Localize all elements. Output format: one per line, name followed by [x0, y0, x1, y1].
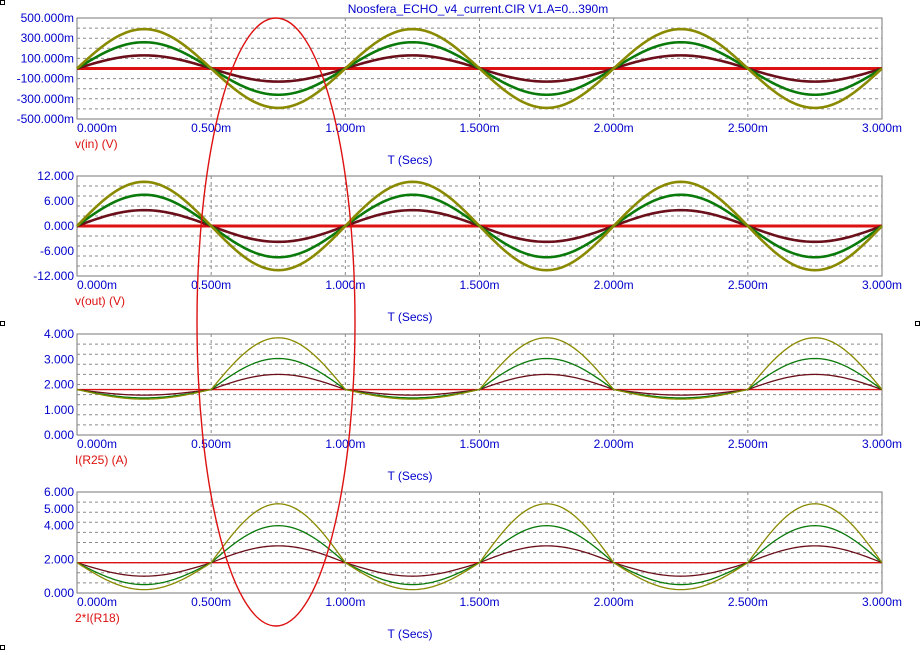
y-tick-label: 2.000	[44, 378, 74, 392]
x-tick-label: 2.500m	[728, 278, 768, 292]
series-line-4	[76, 27, 883, 110]
trace-label: v(out) (V)	[75, 294, 125, 308]
x-tick-label: 0.500m	[191, 595, 231, 609]
x-tick-label: 0.500m	[191, 437, 231, 451]
y-tick-label: 0.000	[44, 586, 74, 600]
resize-handle-right[interactable]	[915, 321, 920, 326]
y-tick-label: -300.000m	[17, 92, 74, 106]
x-tick-label: 1.000m	[325, 595, 365, 609]
x-tick-label: 1.000m	[325, 121, 365, 135]
x-tick-label: 2.500m	[728, 121, 768, 135]
y-tick-label: -500.000m	[17, 112, 74, 126]
x-tick-label: 1.000m	[325, 278, 365, 292]
y-tick-label: 300.000m	[21, 31, 74, 45]
x-tick-label: 1.500m	[459, 278, 499, 292]
x-tick-label: 2.000m	[594, 437, 634, 451]
x-tick-label: 2.500m	[728, 437, 768, 451]
y-tick-label: 1.000	[44, 403, 74, 417]
y-tick-label: 6.000	[44, 194, 74, 208]
y-tick-label: 0.000	[44, 428, 74, 442]
series-line-4	[76, 337, 883, 400]
resize-handle-bottom-left[interactable]	[0, 645, 5, 650]
plot-panel-4: 0.000m 0.500m 1.000m 1.500m 2.000m 2.500m 3.00…	[44, 485, 902, 641]
x-tick-label: 3.000m	[862, 278, 902, 292]
y-tick-label: 100.000m	[21, 51, 74, 65]
trace-label: I(R25) (A)	[75, 453, 128, 467]
y-tick-label: 500.000m	[21, 11, 74, 25]
x-tick-label: 0.000m	[77, 121, 117, 135]
chart-title: Noosfera_ECHO_v4_current.CIR V1.A=0...39…	[348, 2, 608, 16]
y-tick-label: -6.000	[40, 244, 74, 258]
y-tick-label: 4.000	[44, 327, 74, 341]
x-tick-label: 2.000m	[594, 278, 634, 292]
series-line-4	[76, 180, 883, 272]
y-tick-label: 2.000	[44, 552, 74, 566]
resize-handle-left[interactable]	[0, 321, 5, 326]
x-axis-label: T (Secs)	[387, 310, 432, 324]
x-tick-label: 1.500m	[459, 595, 499, 609]
series-line-4	[76, 503, 883, 591]
y-tick-label: -100.000m	[17, 72, 74, 86]
x-tick-label: 0.500m	[191, 278, 231, 292]
resize-handle-top-left[interactable]	[0, 0, 5, 5]
x-tick-label: 0.000m	[77, 437, 117, 451]
x-axis-label: T (Secs)	[387, 469, 432, 483]
x-tick-label: 0.500m	[191, 121, 231, 135]
highlight-ellipse	[196, 17, 356, 627]
x-tick-label: 0.000m	[77, 595, 117, 609]
trace-label: 2*I(R18)	[75, 611, 120, 625]
y-tick-label: 3.000	[44, 352, 74, 366]
x-tick-label: 1.000m	[325, 437, 365, 451]
trace-label: v(in) (V)	[75, 137, 118, 151]
x-tick-label: 2.000m	[594, 121, 634, 135]
y-tick-label: 0.000	[44, 219, 74, 233]
plot-panel-3: 0.000m 0.500m 1.000m 1.500m 2.000m 2.500m 3.00…	[44, 327, 902, 483]
x-tick-label: 2.500m	[728, 595, 768, 609]
y-tick-label: 4.000	[44, 519, 74, 533]
x-tick-label: 0.000m	[77, 278, 117, 292]
x-tick-label: 2.000m	[594, 595, 634, 609]
y-tick-label: 6.000	[44, 485, 74, 499]
y-tick-label: -12.000	[33, 269, 74, 283]
x-tick-label: 1.500m	[459, 437, 499, 451]
plot-panel-1: 0.000m 0.500m 1.000m 1.500m 2.000m 2.500m 3.00…	[17, 11, 902, 167]
y-tick-label: 12.000	[37, 169, 74, 183]
x-axis-label: T (Secs)	[387, 153, 432, 167]
x-tick-label: 3.000m	[862, 595, 902, 609]
x-tick-label: 3.000m	[862, 437, 902, 451]
plot-panel-2: 0.000m 0.500m 1.000m 1.500m 2.000m 2.500m 3.00…	[33, 169, 902, 324]
x-tick-label: 3.000m	[862, 121, 902, 135]
x-axis-label: T (Secs)	[387, 627, 432, 641]
y-tick-label: 5.000	[44, 502, 74, 516]
x-tick-label: 1.500m	[459, 121, 499, 135]
